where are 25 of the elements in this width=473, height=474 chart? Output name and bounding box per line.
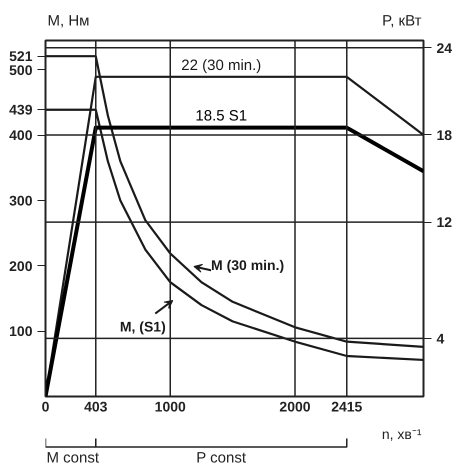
- y2-tick-label: 12: [436, 214, 452, 230]
- text: M, (S1): [120, 318, 166, 334]
- y-tick-label: 100: [9, 323, 33, 340]
- y-tick-label: 200: [9, 258, 33, 274]
- legend-label: M (30 min.): [211, 257, 284, 274]
- y-axis-title: M, Нм: [48, 12, 90, 30]
- x-tick-label: 1000: [154, 398, 186, 414]
- text: M const: [46, 450, 100, 466]
- x-tick-label: 2415: [331, 398, 363, 414]
- y-tick-label: 300: [9, 192, 33, 209]
- y-tick-label: 521: [9, 48, 33, 64]
- text: P const: [196, 450, 247, 466]
- y2-axis-title: P, кВт: [382, 12, 422, 30]
- series-label: 22 (30 min.): [181, 56, 262, 74]
- y-tick-label: 500: [9, 62, 33, 78]
- y-tick-label: 400: [9, 127, 33, 144]
- x-tick-label: 0: [42, 398, 50, 414]
- x-tick-label: 2000: [279, 398, 311, 414]
- y2-tick-label: 24: [436, 40, 452, 56]
- x-axis-title: n, хв⁻¹: [382, 426, 422, 442]
- y2-tick-label: 4: [436, 330, 444, 346]
- y-tick-label: 439: [9, 102, 33, 118]
- y2-tick-label: 18: [436, 126, 452, 143]
- x-tick-label: 403: [84, 398, 108, 414]
- series-label: 18.5 S1: [195, 108, 248, 125]
